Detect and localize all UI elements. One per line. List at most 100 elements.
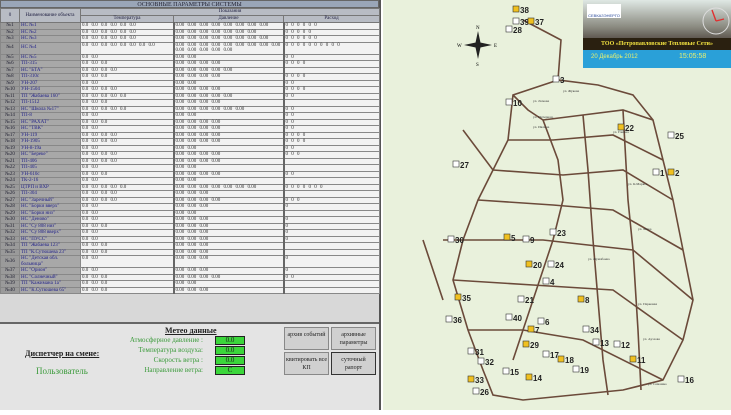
table-row: №38 НС "Солнечный" 0.0 0.0 0.0 0.00 0.00 0.… — [0, 273, 380, 281]
street-label: ул. Жукова — [563, 89, 580, 93]
marker-label: 35 — [462, 294, 471, 303]
station-icon — [549, 228, 557, 236]
map-marker-37[interactable]: 37 — [527, 17, 544, 27]
flow-values — [282, 286, 380, 294]
map-marker-25[interactable]: 25 — [667, 131, 684, 141]
station-icon — [613, 340, 621, 348]
params-archive-button[interactable]: архивные параметры — [331, 327, 376, 350]
flow-values — [282, 99, 380, 107]
marker-label: 12 — [621, 341, 630, 350]
station-icon — [677, 375, 685, 383]
map-marker-2[interactable]: 2 — [667, 168, 680, 178]
marker-label: 8 — [585, 296, 590, 305]
map-marker-8[interactable]: 8 — [577, 295, 590, 305]
marker-label: 33 — [475, 376, 484, 385]
meteo-wind-dir-label: Направление ветра: — [144, 366, 203, 374]
map-marker-11[interactable]: 11 — [629, 355, 646, 365]
map-marker-4[interactable]: 4 — [542, 277, 555, 287]
map-marker-39[interactable]: 39 — [512, 17, 529, 27]
station-icon — [503, 233, 511, 241]
station-icon — [502, 367, 510, 375]
map-marker-26[interactable]: 26 — [472, 387, 489, 397]
map-marker-40[interactable]: 40 — [505, 313, 522, 323]
map-marker-29[interactable]: 29 — [522, 340, 539, 350]
map-marker-9[interactable]: 9 — [522, 235, 535, 245]
marker-label: 19 — [580, 366, 589, 375]
object-name[interactable]: НС "К.Сутюшева 65" — [19, 286, 81, 294]
map-marker-20[interactable]: 20 — [525, 260, 542, 270]
marker-label: 2 — [675, 169, 680, 178]
compass-s: S — [476, 63, 479, 68]
marker-label: 23 — [557, 229, 566, 238]
flow-values: 0 0 — [282, 112, 380, 120]
table-row: №19 УН-8-19а 0.0 0.0 0.00 0.00 0 0 — [0, 144, 380, 152]
parameters-table: 0 Наименование объекта Показания Темпера… — [0, 8, 380, 294]
map-marker-3[interactable]: 3 — [552, 75, 565, 85]
table-row: №22 ТП-405 0.0 0.0 0.00 0.00 — [0, 164, 380, 172]
map-marker-10[interactable]: 10 — [505, 98, 522, 108]
table-row: №1 НС №1 0.0 0.0 0.0 0.0 0.0 0.0 0.00 0.00 … — [0, 22, 380, 30]
table-row: №27 НС "Заречный" 0.0 0.0 0.0 0.0 0.00 0.00… — [0, 196, 380, 204]
marker-label: 24 — [555, 261, 564, 270]
station-icon — [452, 160, 460, 168]
map-marker-31[interactable]: 31 — [467, 347, 484, 357]
street-label: ул. Интернац. — [533, 115, 554, 119]
map-marker-23[interactable]: 23 — [549, 228, 566, 238]
station-icon — [537, 317, 545, 325]
map-marker-28[interactable]: 28 — [505, 25, 522, 35]
events-archive-button[interactable]: архив событий — [284, 327, 329, 350]
map-marker-16[interactable]: 16 — [677, 375, 694, 385]
map-marker-7[interactable]: 7 — [527, 325, 540, 335]
temperature-values: 0.0 0.0 0.0 0.0 0.0 0.0 0.0 0.0 — [80, 41, 174, 55]
table-row: №24 ТК-2-16 0.0 0.0 0.00 0.00 — [0, 177, 380, 185]
pressure-values: 0.00 0.00 0.00 — [172, 255, 284, 268]
table-row: №36 НС "Детская обл. больница" 0.0 0.0 0.00… — [0, 255, 380, 268]
station-icon — [617, 123, 625, 131]
meteo-pressure-label: Атмосферное давление : — [129, 336, 203, 344]
table-row: №3 НС №3 0.0 0.0 0.0 0.0 0.0 0.0 0.00 0.00 … — [0, 35, 380, 43]
meteo-wind-dir-value: С — [215, 366, 245, 375]
station-icon — [652, 168, 660, 176]
map-marker-13[interactable]: 13 — [592, 338, 609, 348]
map-marker-32[interactable]: 32 — [477, 357, 494, 367]
compass-n: N — [476, 26, 480, 31]
map-marker-36[interactable]: 36 — [445, 315, 462, 325]
map-marker-17[interactable]: 17 — [542, 350, 559, 360]
table-row: №20 НС "Береке" 0.0 0.0 0.0 0.0 0.00 0.00 0… — [0, 151, 380, 159]
map-marker-35[interactable]: 35 — [454, 293, 471, 303]
marker-label: 3 — [560, 76, 565, 85]
daily-report-button[interactable]: суточный рапорт — [331, 352, 376, 375]
map-marker-15[interactable]: 15 — [502, 367, 519, 377]
ack-all-button[interactable]: квитировать все КП — [284, 352, 329, 375]
meteo-pressure-value: 0.0 — [215, 336, 245, 345]
map-marker-38[interactable]: 38 — [512, 5, 529, 15]
marker-label: 21 — [525, 296, 534, 305]
map-marker-24[interactable]: 24 — [547, 260, 564, 270]
table-row: №13 НС "Школа №17" 0.0 0.0 0.0 0.0 0.0 0.00… — [0, 105, 380, 113]
dispatcher-name: Пользователь — [36, 366, 88, 376]
map-marker-6[interactable]: 6 — [537, 317, 550, 327]
marker-label: 28 — [513, 26, 522, 35]
map-marker-19[interactable]: 19 — [572, 365, 589, 375]
map-marker-22[interactable]: 22 — [617, 123, 634, 133]
pressure-values: 0.00 0.00 0.00 0.00 0.00 0.00 0.00 0.00 — [172, 35, 284, 43]
map-marker-14[interactable]: 14 — [525, 373, 542, 383]
object-name[interactable]: НС "Детская обл. больница" — [19, 255, 81, 268]
map-marker-27[interactable]: 27 — [452, 160, 469, 170]
flow-values: 0 0 0 0 0 0 0 0 0 0 — [282, 41, 380, 55]
compass-w: W — [457, 44, 462, 49]
map-marker-34[interactable]: 34 — [582, 325, 599, 335]
table-row: №8 ТП-310с 0.0 0.0 0.0 0.00 0.00 0.00 0.00 0… — [0, 73, 380, 81]
flow-values: 0 — [282, 255, 380, 268]
map-marker-5[interactable]: 5 — [503, 233, 516, 243]
map-marker-12[interactable]: 12 — [613, 340, 630, 350]
map-marker-1[interactable]: 1 — [652, 168, 665, 178]
map-marker-30[interactable]: 30 — [447, 235, 464, 245]
map-marker-21[interactable]: 21 — [517, 295, 534, 305]
map-marker-18[interactable]: 18 — [557, 355, 574, 365]
street-label: ул. Мира — [638, 227, 652, 231]
company-header: СЕВКАЗЭНЕРГО ТОО «Петропавловские Теплов… — [583, 0, 731, 68]
map-marker-33[interactable]: 33 — [467, 375, 484, 385]
marker-label: 31 — [475, 348, 484, 357]
object-name[interactable]: НС №4 — [19, 41, 81, 55]
